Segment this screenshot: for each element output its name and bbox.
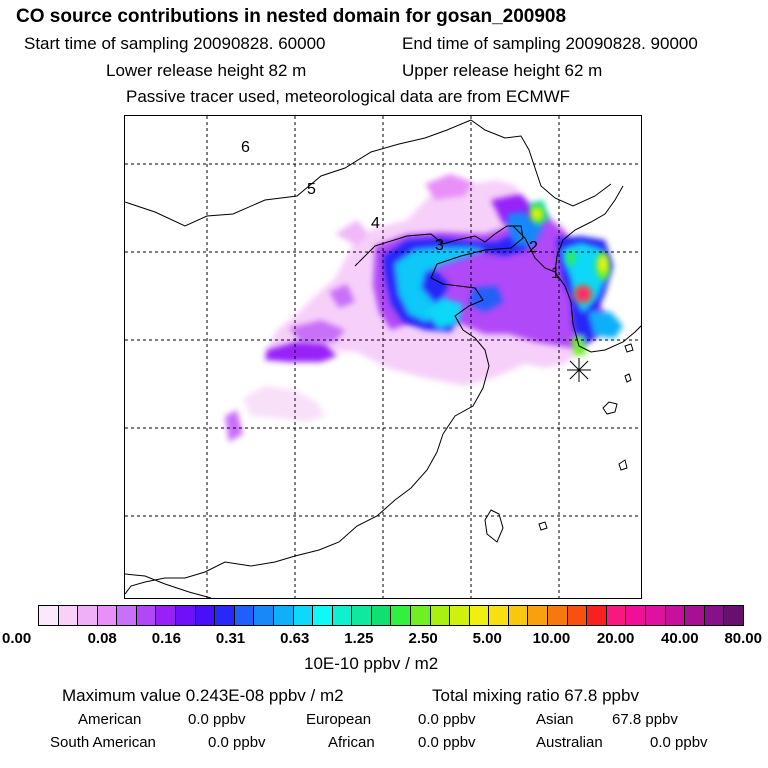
south-american-label: South American xyxy=(50,734,156,751)
colorbar-segment xyxy=(704,606,725,625)
colorbar-segment xyxy=(430,606,451,625)
colorbar-segment xyxy=(450,606,470,625)
total-mixing-ratio: Total mixing ratio 67.8 ppbv xyxy=(432,686,639,705)
colorbar-tick-label: 40.00 xyxy=(661,630,699,647)
map-panel: 6 5 4 3 2 1 xyxy=(124,115,642,599)
colorbar-segment xyxy=(39,606,59,625)
colorbar-segment xyxy=(58,606,79,625)
start-time: Start time of sampling 20090828. 60000 xyxy=(24,34,326,53)
colorbar-segment xyxy=(724,606,743,625)
plume-hotspots xyxy=(530,206,610,303)
asian-value: 67.8 ppbv xyxy=(612,711,678,728)
colorbar-segment xyxy=(215,606,235,625)
colorbar-segment xyxy=(626,606,646,625)
region-label-2: 2 xyxy=(529,239,538,256)
plot-title: CO source contributions in nested domain… xyxy=(16,6,567,27)
colorbar-tick-label: 2.50 xyxy=(408,630,438,647)
colorbar-segment xyxy=(78,606,98,625)
coastlines xyxy=(125,119,641,598)
colorbar-segment xyxy=(685,606,705,625)
south-american-value: 0.0 ppbv xyxy=(208,734,266,751)
colorbar-tick-label: 5.00 xyxy=(472,630,502,647)
region-label-1: 1 xyxy=(551,265,560,282)
colorbar-segment xyxy=(97,606,118,625)
american-label: American xyxy=(78,711,142,728)
colorbar-segment xyxy=(293,606,314,625)
colorbar-tick-label: 0.00 xyxy=(2,630,32,647)
colorbar-tick-label: 0.63 xyxy=(280,630,310,647)
colorbar-segment xyxy=(371,606,392,625)
upper-release-height: Upper release height 62 m xyxy=(402,61,603,80)
colorbar-segment xyxy=(352,606,372,625)
colorbar-segment xyxy=(508,606,529,625)
colorbar-segment xyxy=(136,606,157,625)
colorbar-tick-label: 10.00 xyxy=(532,630,571,647)
colorbar-units: 10E-10 ppbv / m2 xyxy=(304,654,439,673)
tracer-note: Passive tracer used, meteorological data… xyxy=(126,87,571,106)
region-label-4: 4 xyxy=(371,215,380,232)
colorbar-segment xyxy=(391,606,411,625)
colorbar-segment xyxy=(313,606,333,625)
maximum-value: Maximum value 0.243E-08 ppbv / m2 xyxy=(62,686,344,705)
lower-release-height: Lower release height 82 m xyxy=(106,61,307,80)
european-value: 0.0 ppbv xyxy=(418,711,476,728)
colorbar-segment xyxy=(273,606,294,625)
lat-lon-grid xyxy=(125,116,641,598)
colorbar-tick-label: 0.08 xyxy=(87,630,117,647)
colorbar-tick-label: 0.31 xyxy=(215,630,246,647)
colorbar-segment xyxy=(254,606,274,625)
colorbar-segment xyxy=(156,606,177,625)
colorbar-segment xyxy=(117,606,137,625)
region-label-6: 6 xyxy=(241,139,250,156)
colorbar-segment xyxy=(410,606,431,625)
australian-value: 0.0 ppbv xyxy=(650,734,708,751)
receptor-marker xyxy=(567,358,591,382)
map-svg: 6 5 4 3 2 1 xyxy=(125,116,641,598)
colorbar-tick-label: 0.16 xyxy=(151,630,181,647)
colorbar-segment xyxy=(195,606,216,625)
colorbar-segment xyxy=(548,606,568,625)
colorbar-segment xyxy=(528,606,549,625)
colorbar-segment xyxy=(645,606,666,625)
american-value: 0.0 ppbv xyxy=(188,711,246,728)
colorbar-segment xyxy=(332,606,353,625)
colorbar-segment xyxy=(587,606,607,625)
region-label-3: 3 xyxy=(435,237,444,254)
colorbar-segment xyxy=(469,606,490,625)
colorbar-tick-label: 80.00 xyxy=(724,630,762,647)
colorbar-segment xyxy=(234,606,255,625)
colorbar-segment xyxy=(176,606,196,625)
colorbar-segment xyxy=(567,606,588,625)
colorbar-tick-label: 1.25 xyxy=(344,630,374,647)
end-time: End time of sampling 20090828. 90000 xyxy=(402,34,698,53)
european-label: European xyxy=(306,711,372,728)
australian-label: Australian xyxy=(536,734,603,751)
region-label-5: 5 xyxy=(307,181,316,198)
african-label: African xyxy=(328,734,375,751)
colorbar-segment xyxy=(606,606,627,625)
asian-label: Asian xyxy=(536,711,574,728)
colorbar xyxy=(38,605,744,626)
colorbar-segment xyxy=(489,606,509,625)
african-value: 0.0 ppbv xyxy=(418,734,476,751)
colorbar-tick-label: 20.00 xyxy=(596,630,635,647)
colorbar-segment xyxy=(665,606,686,625)
